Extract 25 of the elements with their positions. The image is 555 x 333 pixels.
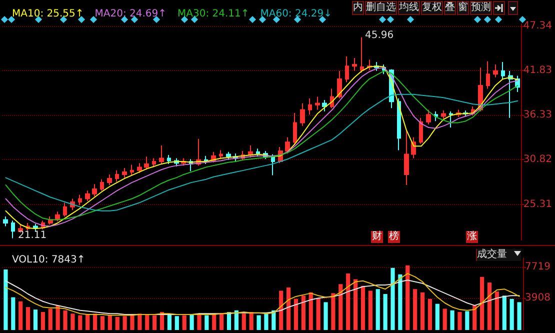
series-label: VOL10: 7843↑ bbox=[12, 254, 86, 266]
text: 叠 bbox=[444, 1, 456, 15]
annotation: 45.96 bbox=[365, 30, 394, 42]
y-tick-label: 25.31 bbox=[523, 198, 552, 210]
y-tick-label: 7719 bbox=[525, 261, 550, 272]
text: MA30: 24.11↑ bbox=[177, 8, 250, 20]
y-tick-label: 41.83 bbox=[523, 65, 552, 76]
text: MA10: 25.55↑ bbox=[12, 8, 84, 20]
text: 删自选 bbox=[365, 1, 397, 15]
text: 窗 bbox=[457, 1, 469, 15]
text: MA20: 24.69↑ bbox=[94, 8, 166, 20]
annotation: 涨 bbox=[466, 231, 478, 243]
y-tick-label: 47.34 bbox=[523, 20, 552, 32]
text: 预测 bbox=[470, 1, 492, 15]
text: MA60: 24.29↓ bbox=[260, 8, 332, 20]
annotation: 榜 bbox=[388, 231, 400, 243]
annotation: 21.11 bbox=[18, 230, 47, 242]
annotation: 成交量 bbox=[476, 249, 521, 261]
text: 内 bbox=[352, 1, 364, 15]
text: 均线 bbox=[398, 1, 420, 15]
text: 复权 bbox=[421, 1, 443, 15]
annotation: 财 bbox=[371, 231, 383, 243]
y-tick-label: 36.33 bbox=[523, 110, 552, 121]
y-tick-label: 30.82 bbox=[523, 154, 552, 166]
y-tick-label: 3908 bbox=[525, 292, 550, 304]
